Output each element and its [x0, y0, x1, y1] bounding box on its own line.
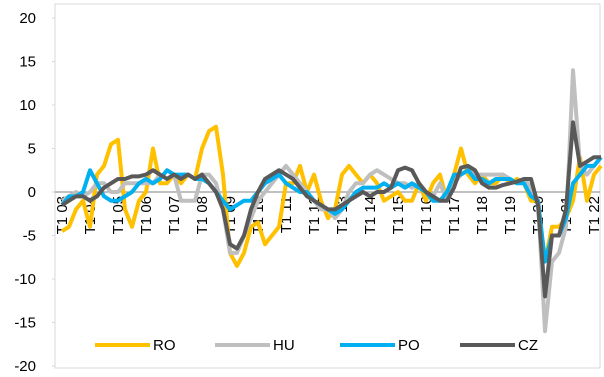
y-tick-label: -20: [14, 358, 36, 372]
x-tick-label: T1 03: [54, 196, 71, 234]
y-tick-label: 20: [19, 10, 36, 27]
x-tick-label: T1 07: [166, 196, 183, 234]
y-tick-label: -15: [14, 315, 36, 332]
y-tick-label: 10: [19, 97, 36, 114]
x-tick-label: T1 18: [474, 196, 491, 234]
y-tick-label: 0: [28, 184, 36, 201]
y-tick-label: 15: [19, 54, 36, 71]
y-tick-label: 5: [28, 141, 36, 158]
legend-label: PO: [398, 337, 420, 354]
line-series: [60, 120, 601, 299]
line-series: [60, 124, 603, 268]
x-tick-label: T1 15: [390, 196, 407, 234]
x-tick-label: T1 06: [138, 196, 155, 234]
legend-label: HU: [273, 337, 295, 354]
x-tick-label: T1 17: [446, 196, 463, 234]
x-tick-label: T1 14: [362, 196, 379, 234]
line-series: [60, 155, 603, 264]
y-tick-label: -5: [23, 228, 36, 245]
legend-label: CZ: [518, 337, 538, 354]
x-tick-label: T1 16: [418, 196, 435, 234]
x-tick-label: T1 08: [194, 196, 211, 234]
y-tick-label: -10: [14, 271, 36, 288]
x-tick-label: T1 22: [586, 196, 603, 234]
legend-label: RO: [153, 337, 176, 354]
plot-area: [54, 3, 601, 369]
x-tick-label: T1 19: [502, 196, 519, 234]
